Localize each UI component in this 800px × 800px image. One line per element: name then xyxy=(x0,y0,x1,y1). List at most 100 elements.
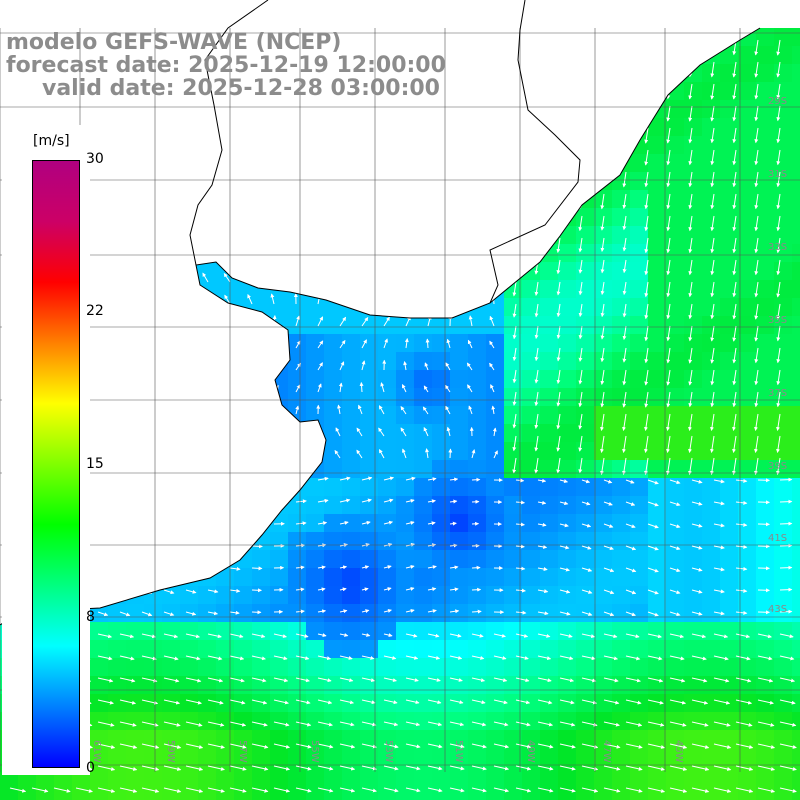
wind-speed-cell xyxy=(414,388,433,407)
wind-speed-cell xyxy=(504,424,523,443)
wind-arrow xyxy=(625,567,637,573)
wind-speed-cell xyxy=(576,784,595,800)
wind-arrow xyxy=(732,215,737,232)
wind-arrow xyxy=(534,325,539,340)
wind-speed-cell xyxy=(234,658,253,677)
wind-speed-cell xyxy=(324,406,343,425)
wind-speed-cell xyxy=(522,568,541,587)
wind-arrow xyxy=(405,498,415,503)
wind-speed-cell xyxy=(378,784,397,800)
wind-arrow xyxy=(688,303,693,320)
wind-speed-cell xyxy=(468,316,487,335)
wind-speed-cell xyxy=(216,712,235,731)
wind-arrow xyxy=(710,215,715,232)
wind-speed-cell xyxy=(774,514,793,533)
wind-speed-cell xyxy=(414,406,433,425)
wind-arrow xyxy=(644,391,649,408)
wind-arrow xyxy=(339,565,348,570)
wind-speed-cell xyxy=(648,622,667,641)
wind-arrow xyxy=(622,457,627,476)
wind-speed-cell xyxy=(108,712,127,731)
wind-speed-cell xyxy=(324,370,343,389)
wind-speed-cell xyxy=(306,748,325,767)
wind-speed-cell xyxy=(324,604,343,623)
wind-speed-cell xyxy=(684,658,703,677)
wind-arrow xyxy=(422,406,429,415)
wind-arrow xyxy=(405,677,419,682)
wind-speed-cell xyxy=(756,442,775,461)
wind-speed-cell xyxy=(306,406,325,425)
wind-speed-cell xyxy=(756,172,775,191)
wind-speed-cell xyxy=(162,730,181,749)
wind-speed-cell xyxy=(234,676,253,695)
wind-speed-cell xyxy=(558,388,577,407)
wind-arrow xyxy=(600,281,605,296)
wind-arrow xyxy=(97,699,114,705)
wind-arrow xyxy=(622,281,627,296)
wind-speed-cell xyxy=(720,46,739,65)
wind-arrow xyxy=(688,83,693,100)
wind-speed-cell xyxy=(216,730,235,749)
wind-arrow xyxy=(603,721,620,727)
wind-speed-cell xyxy=(774,280,793,299)
wind-speed-cell xyxy=(756,694,775,713)
wind-speed-cell xyxy=(792,712,800,731)
wind-speed-cell xyxy=(720,748,739,767)
wind-speed-cell xyxy=(702,586,721,605)
wind-speed-cell xyxy=(630,586,649,605)
wind-arrow xyxy=(603,611,615,617)
wind-arrow xyxy=(735,610,748,615)
wind-speed-cell xyxy=(702,730,721,749)
wind-arrow xyxy=(647,699,664,705)
wind-arrow xyxy=(556,325,561,340)
wind-arrow xyxy=(732,435,737,454)
wind-arrow xyxy=(361,339,367,349)
wind-speed-cell xyxy=(522,730,541,749)
wind-speed-cell xyxy=(522,676,541,695)
wind-speed-cell xyxy=(666,190,685,209)
wind-speed-cell xyxy=(396,334,415,353)
wind-arrow xyxy=(512,369,517,384)
wind-speed-cell xyxy=(702,694,721,713)
wind-arrow xyxy=(446,426,451,437)
wind-speed-cell xyxy=(432,460,451,479)
wind-arrow xyxy=(644,435,649,454)
wind-arrow xyxy=(512,457,517,474)
wind-speed-cell xyxy=(738,172,757,191)
wind-speed-cell xyxy=(558,280,577,299)
wind-arrow xyxy=(691,589,703,594)
wind-arrow xyxy=(339,361,345,371)
wind-speed-cell xyxy=(360,604,379,623)
wind-speed-cell xyxy=(288,334,307,353)
wind-speed-cell xyxy=(648,172,667,191)
wind-speed-cell xyxy=(432,748,451,767)
wind-arrow xyxy=(534,303,539,318)
wind-speed-cell xyxy=(720,154,739,173)
wind-speed-cell xyxy=(720,388,739,407)
wind-speed-cell xyxy=(774,730,793,749)
wind-speed-cell xyxy=(378,712,397,731)
wind-speed-cell xyxy=(126,730,145,749)
wind-speed-cell xyxy=(522,532,541,551)
wind-arrow xyxy=(669,611,681,617)
wind-speed-cell xyxy=(738,316,757,335)
wind-speed-cell xyxy=(702,334,721,353)
wind-arrow xyxy=(669,677,686,683)
wind-speed-cell xyxy=(306,370,325,389)
wind-speed-cell xyxy=(558,334,577,353)
wind-speed-cell xyxy=(666,478,685,497)
wind-arrow xyxy=(603,589,615,595)
wind-arrow xyxy=(666,391,671,408)
wind-arrow xyxy=(405,655,419,660)
wind-arrow xyxy=(666,369,671,386)
wind-arrow xyxy=(754,369,759,386)
wind-speed-cell xyxy=(702,478,721,497)
wind-speed-cell xyxy=(594,532,613,551)
wind-arrow xyxy=(273,699,289,705)
wind-arrow xyxy=(361,498,372,503)
wind-speed-cell xyxy=(468,406,487,425)
wind-arrow xyxy=(163,743,182,749)
wind-speed-cell xyxy=(540,640,559,659)
wind-speed-cell xyxy=(144,748,163,767)
wind-arrow xyxy=(317,743,334,749)
